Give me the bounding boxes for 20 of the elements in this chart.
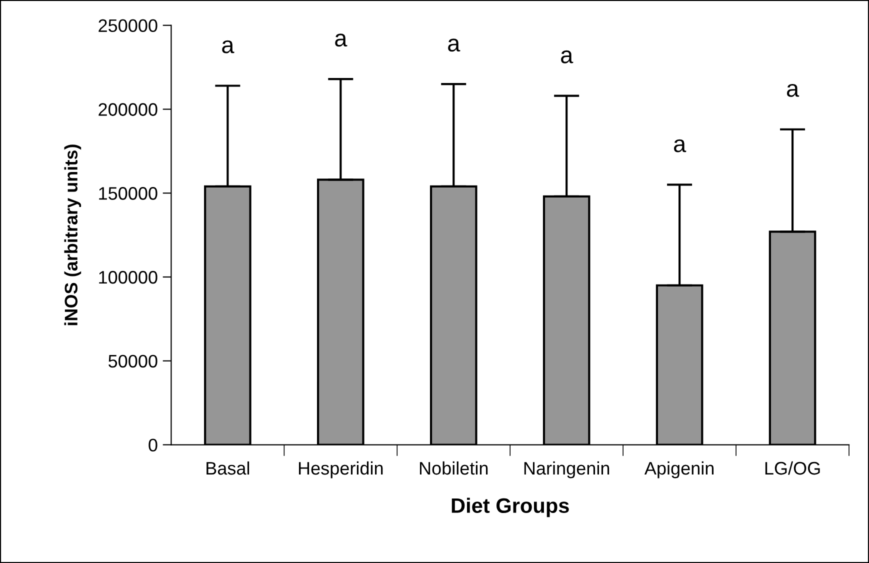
y-tick-label: 100000 bbox=[99, 270, 158, 284]
annotation: a bbox=[448, 38, 460, 52]
y-tick-label: 150000 bbox=[99, 187, 158, 200]
x-tick-label: Apigenin bbox=[644, 461, 714, 478]
x-tick-label: Nobiletin bbox=[420, 461, 488, 475]
annotation: a bbox=[335, 34, 348, 47]
annotation: a bbox=[561, 50, 574, 64]
annotation: a bbox=[222, 40, 234, 54]
x-tick-label: Basal bbox=[206, 461, 250, 475]
y-axis-title: iNOS (arbitrary units) bbox=[64, 144, 82, 326]
y-tick-label: 50000 bbox=[108, 354, 158, 368]
y-tick-label: 200000 bbox=[98, 103, 158, 116]
x-tick-label: Naringenin bbox=[524, 461, 610, 478]
x-tick-label: Hesperidin bbox=[298, 461, 383, 478]
x-tick-label: LG/OG bbox=[765, 461, 820, 475]
x-axis-title: Diet Groups bbox=[452, 498, 569, 518]
y-tick-label: 250000 bbox=[98, 19, 158, 32]
y-tick-label: 0 bbox=[148, 438, 158, 452]
annotation: a bbox=[674, 139, 686, 152]
annotation: a bbox=[786, 84, 800, 97]
